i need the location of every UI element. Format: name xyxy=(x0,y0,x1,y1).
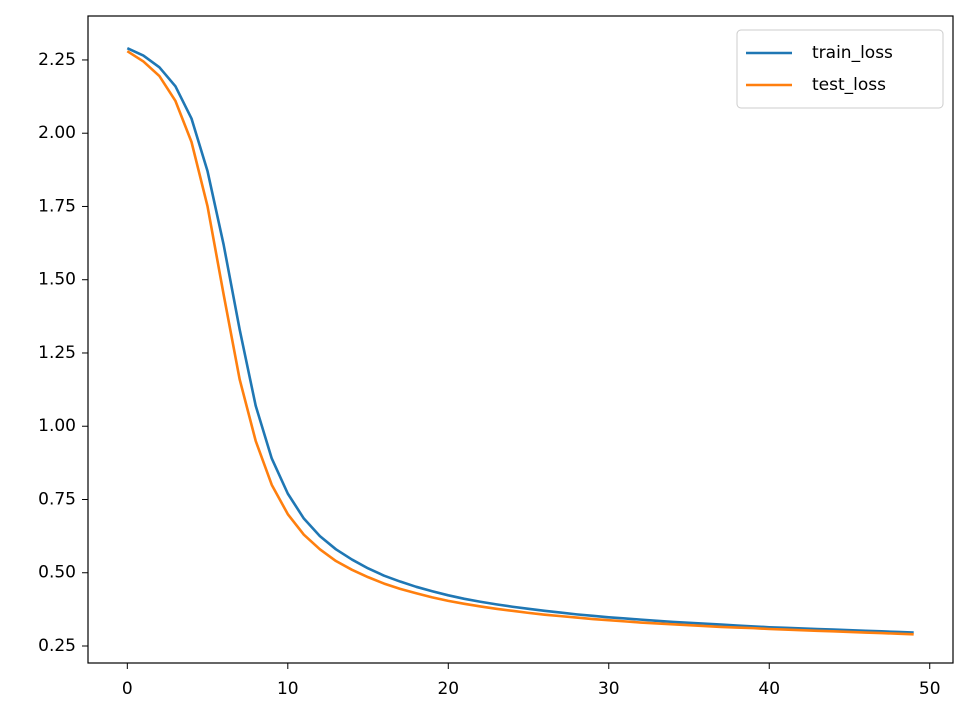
x-tick-label: 20 xyxy=(437,679,459,699)
y-tick-label: 0.50 xyxy=(38,563,76,583)
series-line xyxy=(126,47,914,634)
y-tick-label: 0.75 xyxy=(38,489,76,509)
x-tick-label: 50 xyxy=(919,679,941,699)
y-tick-label: 1.25 xyxy=(38,343,76,363)
axes-frame xyxy=(87,15,954,664)
legend-label: train_loss xyxy=(812,43,893,63)
x-tick-label: 40 xyxy=(758,679,780,699)
y-tick-label: 2.00 xyxy=(38,123,76,143)
y-tick-label: 2.25 xyxy=(38,50,76,70)
y-tick-label: 1.50 xyxy=(38,270,76,290)
legend-label: test_loss xyxy=(812,75,886,95)
y-tick-label: 1.00 xyxy=(38,416,76,436)
series-line xyxy=(126,50,914,636)
x-tick-label: 30 xyxy=(598,679,620,699)
y-tick-label: 1.75 xyxy=(38,196,76,216)
x-tick-label: 10 xyxy=(277,679,299,699)
x-tick-label: 0 xyxy=(122,679,133,699)
legend-box xyxy=(736,29,944,109)
y-tick-label: 0.25 xyxy=(38,636,76,656)
